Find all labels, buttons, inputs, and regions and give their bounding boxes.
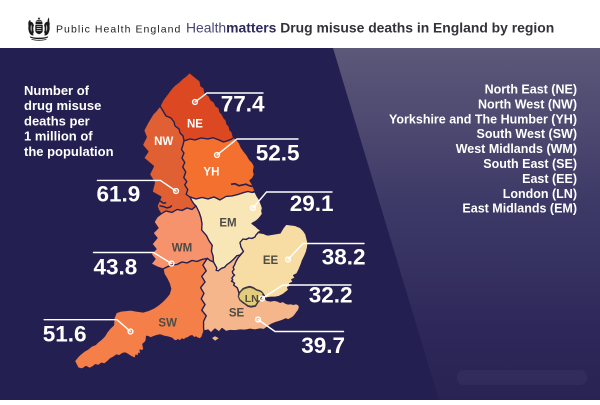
- svg-text:29.1: 29.1: [290, 191, 334, 216]
- svg-text:East Midlands (EM): East Midlands (EM): [462, 202, 577, 216]
- svg-text:East (EE): East (EE): [522, 172, 577, 186]
- svg-text:Public Health England: Public Health England: [56, 24, 181, 36]
- svg-text:LN: LN: [245, 293, 259, 305]
- svg-text:NW: NW: [154, 136, 173, 148]
- svg-text:61.9: 61.9: [97, 182, 141, 207]
- svg-text:77.4: 77.4: [221, 92, 265, 117]
- svg-text:SW: SW: [158, 317, 177, 329]
- svg-text:51.6: 51.6: [43, 322, 87, 347]
- svg-text:1 million of: 1 million of: [24, 129, 93, 144]
- svg-text:EM: EM: [219, 218, 236, 230]
- svg-text:South East (SE): South East (SE): [483, 157, 577, 171]
- svg-text:West Midlands (WM): West Midlands (WM): [456, 142, 577, 156]
- svg-text:WM: WM: [172, 243, 192, 255]
- svg-text:London (LN): London (LN): [503, 187, 577, 201]
- svg-text:drug misuse: drug misuse: [24, 98, 101, 113]
- svg-text:39.7: 39.7: [301, 333, 345, 358]
- svg-text:North West (NW): North West (NW): [478, 97, 577, 111]
- svg-text:Yorkshire and The Humber (YH): Yorkshire and The Humber (YH): [389, 112, 577, 126]
- svg-text:EE: EE: [263, 255, 279, 267]
- svg-text:deaths per: deaths per: [24, 113, 90, 128]
- svg-text:38.2: 38.2: [322, 245, 366, 270]
- svg-text:NE: NE: [187, 118, 203, 130]
- svg-text:43.8: 43.8: [94, 255, 138, 280]
- svg-text:Number of: Number of: [24, 83, 90, 98]
- svg-text:YH: YH: [203, 167, 219, 179]
- svg-text:North East (NE): North East (NE): [485, 83, 577, 97]
- svg-text:the population: the population: [24, 144, 114, 159]
- svg-text:South West (SW): South West (SW): [477, 127, 577, 141]
- svg-text:Healthmatters Drug misuse deat: Healthmatters Drug misuse deaths in Engl…: [186, 20, 554, 36]
- svg-text:SE: SE: [229, 308, 245, 320]
- svg-text:32.2: 32.2: [309, 283, 353, 308]
- svg-text:52.5: 52.5: [256, 141, 300, 166]
